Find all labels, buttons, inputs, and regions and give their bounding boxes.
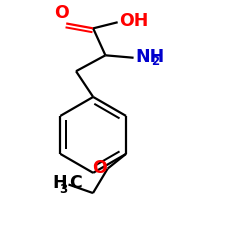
- Text: OH: OH: [119, 12, 148, 30]
- Text: H: H: [53, 174, 67, 192]
- Text: O: O: [92, 158, 106, 176]
- Text: O: O: [54, 4, 69, 22]
- Text: NH: NH: [136, 48, 165, 66]
- Text: 3: 3: [60, 184, 68, 196]
- Text: 2: 2: [151, 55, 159, 68]
- Text: C: C: [69, 174, 82, 192]
